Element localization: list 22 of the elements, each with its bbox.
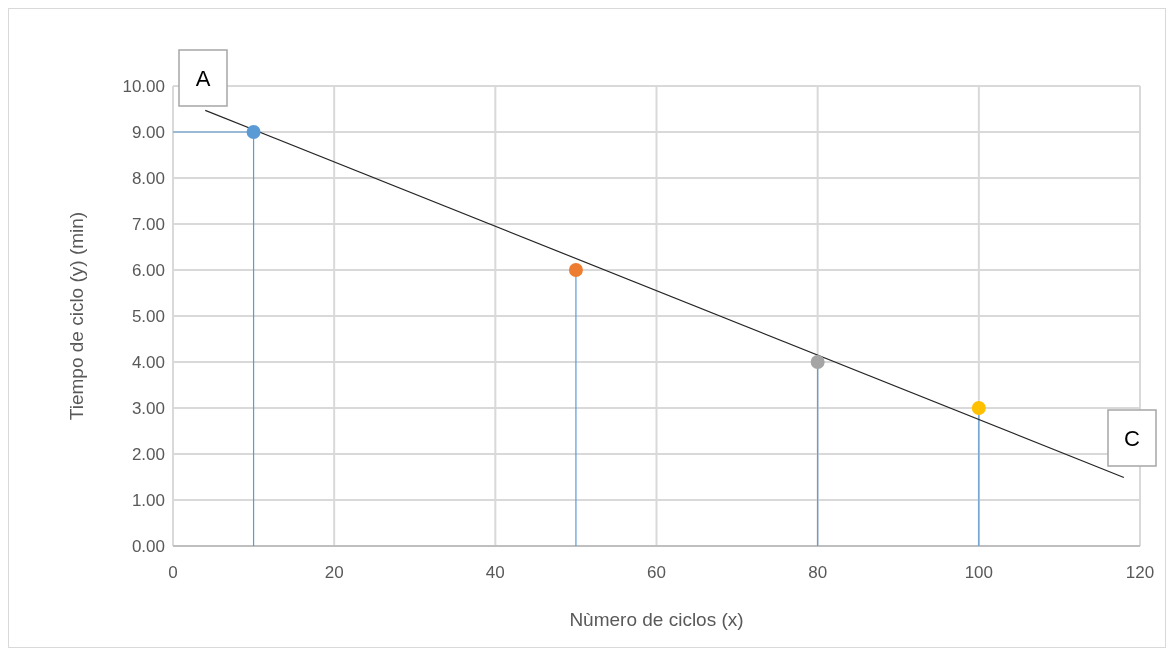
y-tick-label: 3.00 [131, 398, 165, 418]
y-tick-label: 9.00 [131, 122, 165, 142]
x-tick-label: 120 [1125, 563, 1155, 582]
x-tick-label: 20 [324, 563, 344, 582]
annotation: C [1124, 425, 1141, 451]
y-tick-label: 6.00 [131, 260, 165, 280]
y-tick-label: 5.00 [131, 306, 165, 326]
x-tick-label: 60 [647, 563, 666, 582]
y-tick-label: 2.00 [131, 444, 165, 464]
x-tick-label: 0 [168, 563, 178, 582]
x-tick-label: 80 [808, 563, 828, 582]
y-tick-label: 10.00 [122, 76, 165, 96]
y-tick-label: 4.00 [131, 352, 165, 372]
x-axis-title: Nùmero de ciclos (x) [569, 609, 744, 630]
y-tick-label: 0.00 [131, 536, 165, 556]
y-axis-title: Tiempo de ciclo (y) (min) [66, 211, 87, 421]
x-tick-label: 40 [485, 563, 505, 582]
y-tick-label: 8.00 [131, 168, 165, 188]
x-tick-label: 100 [964, 563, 994, 582]
y-tick-label: 7.00 [131, 214, 165, 234]
annotation: A [195, 65, 211, 91]
y-tick-label: 1.00 [131, 490, 165, 510]
